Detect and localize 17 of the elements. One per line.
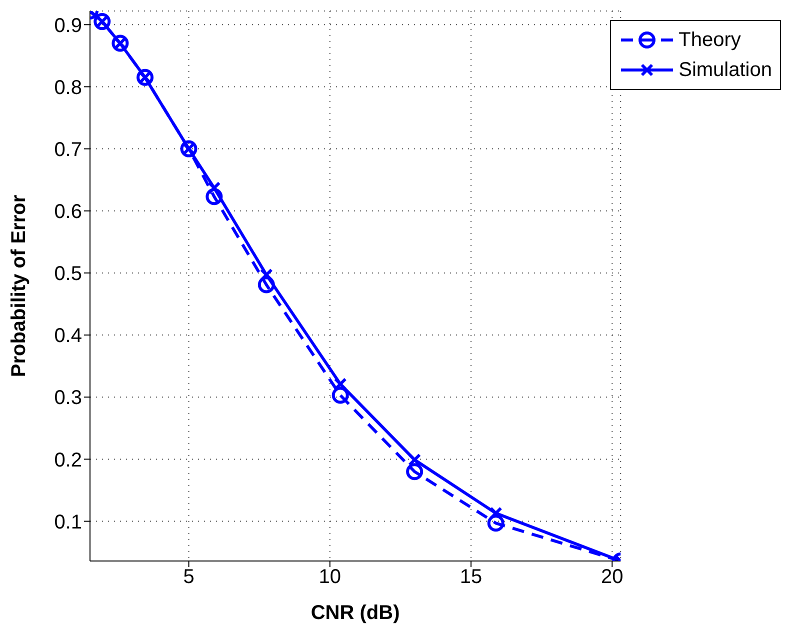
y-tick-label: 0.1 — [54, 511, 82, 534]
x-tick-label: 10 — [318, 566, 342, 588]
legend-label: Simulation — [678, 58, 772, 82]
legend-label: Theory — [678, 28, 741, 52]
y-tick-label: 0.4 — [54, 325, 82, 348]
y-tick-label: 0.7 — [54, 138, 82, 161]
y-axis-title: Probability of Error — [8, 194, 30, 378]
y-tick-label: 0.8 — [54, 76, 82, 99]
y-tick-label: 0.9 — [54, 14, 82, 37]
x-tick-label: 5 — [183, 566, 194, 588]
y-tick-label: 0.6 — [54, 200, 82, 223]
y-tick-label: 0.2 — [54, 449, 82, 472]
x-tick-label: 15 — [460, 566, 482, 588]
x-axis-title: CNR (dB) — [310, 602, 400, 624]
y-tick-label: 0.5 — [54, 263, 82, 286]
x-tick-label: 20 — [601, 566, 624, 588]
y-tick-label: 0.3 — [54, 387, 82, 410]
